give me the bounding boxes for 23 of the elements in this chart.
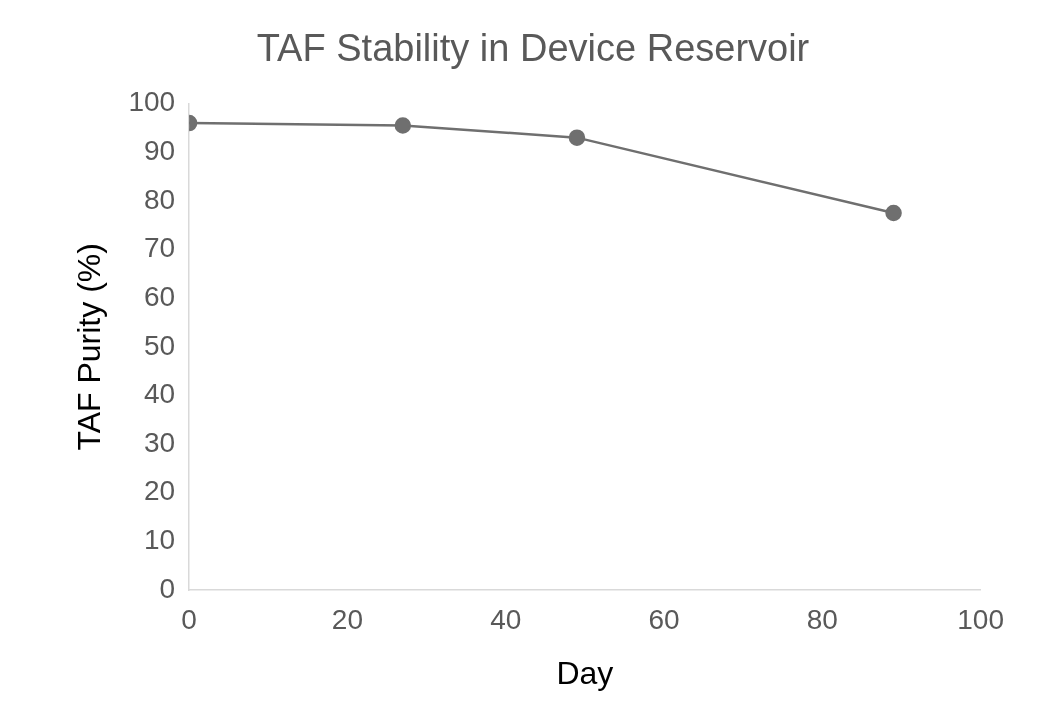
x-tick-label: 40: [490, 603, 522, 635]
x-tick-label: 60: [648, 603, 680, 635]
y-tick-label: 60: [143, 280, 176, 312]
point: [568, 129, 586, 146]
y-tick-label: 0: [159, 572, 176, 604]
y-tick-label: 100: [128, 86, 176, 118]
y-tick-label: 90: [143, 134, 176, 166]
y-tick-label: 50: [143, 329, 176, 361]
y-tick-label: 10: [143, 524, 176, 556]
chart-title: TAF Stability in Device Reservoir: [256, 27, 810, 70]
x-tick-label: 20: [331, 603, 363, 635]
x-axis-title: Day: [556, 654, 614, 691]
x-tick-label: 0: [181, 603, 197, 635]
point: [394, 117, 412, 134]
point: [885, 204, 902, 222]
y-axis-title: TAF Purity (%): [71, 243, 108, 451]
y-tick-label: 70: [143, 232, 176, 264]
x-tick-label: 80: [806, 603, 838, 635]
y-tick-label: 20: [143, 475, 176, 507]
x-tick-label: 100: [957, 603, 1004, 635]
y-tick-label: 30: [143, 426, 176, 458]
y-tick-label: 40: [143, 378, 176, 410]
y-tick-label: 80: [143, 183, 176, 215]
